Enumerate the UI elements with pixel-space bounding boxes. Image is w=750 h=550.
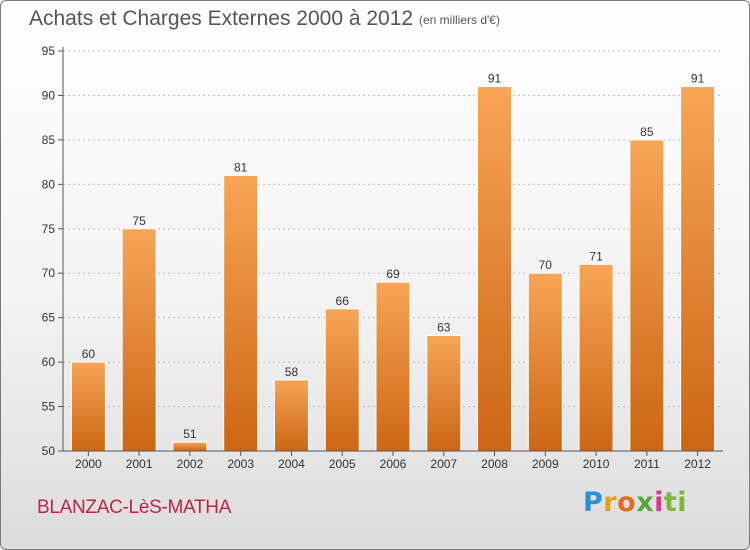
y-tick-label: 55 [42, 400, 56, 414]
bar [121, 228, 157, 452]
x-tick-label: 2007 [430, 457, 457, 471]
bar-value-label: 70 [539, 258, 553, 272]
x-tick-label: 2000 [75, 457, 102, 471]
logo-letter: r [603, 487, 618, 518]
x-tick-label: 2012 [684, 457, 711, 471]
y-tick-label: 85 [42, 133, 56, 147]
y-tick-label: 75 [42, 222, 56, 236]
bar-value-label: 75 [132, 214, 146, 228]
x-tick-label: 2008 [481, 457, 508, 471]
bar-value-label: 58 [285, 365, 299, 379]
bar [426, 334, 462, 452]
bar [70, 361, 106, 452]
bar [477, 86, 513, 452]
y-tick-label: 80 [42, 177, 56, 191]
y-tick-label: 70 [42, 266, 56, 280]
logo-letter: P [583, 487, 604, 518]
y-tick-label: 90 [42, 88, 56, 102]
bar-value-label: 69 [386, 267, 400, 281]
bar-value-label: 81 [234, 160, 248, 174]
x-tick-label: 2010 [583, 457, 610, 471]
y-tick-label: 50 [42, 444, 56, 458]
x-tick-label: 2006 [380, 457, 407, 471]
bar-value-label: 60 [82, 347, 96, 361]
bar [223, 174, 259, 452]
logo-letter: x [636, 487, 655, 518]
bar-value-label: 66 [336, 294, 350, 308]
bar-value-label: 63 [437, 320, 451, 334]
bar-value-label: 91 [488, 72, 502, 86]
bar [172, 441, 208, 452]
y-tick-label: 95 [42, 44, 56, 58]
bar-value-label: 85 [640, 125, 654, 139]
proxiti-logo: Proxiti [583, 487, 687, 518]
bar [680, 86, 716, 452]
bar [629, 139, 665, 452]
y-tick-label: 60 [42, 355, 56, 369]
chart-title: Achats et Charges Externes 2000 à 2012 [29, 7, 414, 30]
bar [578, 263, 614, 452]
x-tick-label: 2011 [634, 457, 660, 471]
x-tick-label: 2001 [126, 457, 153, 471]
x-tick-label: 2009 [532, 457, 559, 471]
bar-value-label: 91 [691, 72, 705, 86]
y-tick-label: 65 [42, 311, 56, 325]
bar-value-label: 51 [183, 427, 197, 441]
bar [527, 272, 563, 452]
logo-letter: i [654, 487, 664, 518]
x-tick-label: 2002 [177, 457, 204, 471]
logo-letter: ti [663, 487, 688, 518]
x-tick-label: 2003 [227, 457, 254, 471]
bar [273, 379, 309, 452]
logo-letter: o [617, 487, 637, 518]
bar [375, 281, 411, 452]
x-tick-label: 2005 [329, 457, 356, 471]
commune-name: BLANZAC-LèS-MATHA [37, 497, 232, 518]
x-tick-label: 2004 [278, 457, 305, 471]
chart-unit-label: (en milliers d'€) [419, 13, 500, 27]
bar [324, 308, 360, 452]
bar-value-label: 71 [589, 249, 603, 263]
